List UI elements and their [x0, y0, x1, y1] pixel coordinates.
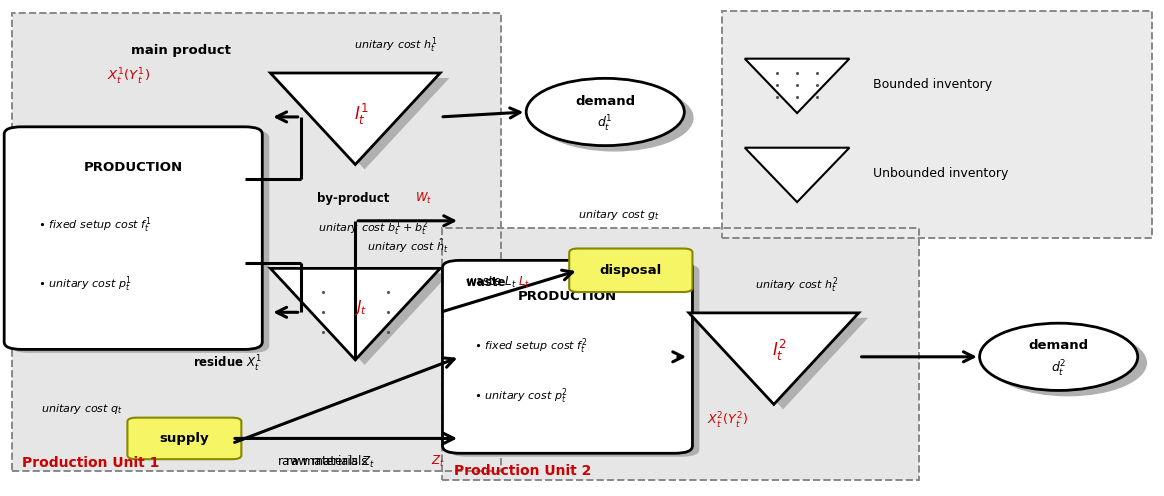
Circle shape — [526, 78, 684, 146]
Polygon shape — [745, 148, 850, 202]
Text: by-product: by-product — [317, 192, 393, 205]
Text: $X_t^1(Y_t^1)$: $X_t^1(Y_t^1)$ — [107, 67, 150, 87]
Text: $\bullet$ fixed setup cost $f_t^2$: $\bullet$ fixed setup cost $f_t^2$ — [474, 336, 588, 356]
Text: Bounded inventory: Bounded inventory — [873, 78, 992, 91]
Polygon shape — [689, 313, 859, 404]
Text: Production Unit 2: Production Unit 2 — [454, 464, 591, 478]
Text: $J_t$: $J_t$ — [354, 298, 368, 317]
Text: disposal: disposal — [599, 264, 662, 277]
Text: $d_t^2$: $d_t^2$ — [1051, 359, 1066, 379]
Text: main product: main product — [132, 44, 230, 57]
Text: supply: supply — [159, 432, 210, 445]
Text: PRODUCTION: PRODUCTION — [84, 161, 183, 174]
FancyBboxPatch shape — [127, 418, 241, 459]
Text: PRODUCTION: PRODUCTION — [518, 290, 617, 303]
FancyBboxPatch shape — [5, 127, 262, 349]
Polygon shape — [698, 318, 868, 409]
Bar — [13, 13, 501, 471]
Text: unitary cost $h_t^2$: unitary cost $h_t^2$ — [755, 275, 839, 295]
Text: unitary cost $b_t^1 + b_t^2$: unitary cost $b_t^1 + b_t^2$ — [318, 218, 428, 238]
Text: Unbounded inventory: Unbounded inventory — [873, 167, 1008, 181]
Text: demand: demand — [1029, 339, 1088, 353]
Text: demand: demand — [575, 95, 636, 108]
Polygon shape — [270, 73, 440, 165]
Text: $Z_t$: $Z_t$ — [431, 454, 445, 469]
Bar — [442, 228, 920, 481]
Text: raw materials: raw materials — [285, 455, 371, 468]
Bar — [442, 228, 920, 481]
Circle shape — [535, 84, 694, 152]
Text: $X_t^2(Y_t^2)$: $X_t^2(Y_t^2)$ — [707, 411, 747, 431]
Text: $\bullet$ fixed setup cost $f_t^1$: $\bullet$ fixed setup cost $f_t^1$ — [38, 216, 151, 236]
Polygon shape — [279, 273, 449, 365]
Polygon shape — [270, 268, 440, 360]
Polygon shape — [279, 78, 449, 170]
Text: residue $X_t^1$: residue $X_t^1$ — [193, 354, 262, 374]
FancyBboxPatch shape — [449, 264, 700, 457]
Text: unitary cost $g_t$: unitary cost $g_t$ — [579, 208, 660, 222]
FancyBboxPatch shape — [12, 130, 269, 353]
FancyBboxPatch shape — [442, 260, 693, 453]
Bar — [722, 10, 1151, 238]
Text: $I_t^2$: $I_t^2$ — [773, 338, 787, 364]
Bar — [722, 10, 1151, 238]
Text: unitary cost $\hat{h}_t$: unitary cost $\hat{h}_t$ — [367, 236, 448, 255]
Text: waste: waste — [466, 276, 510, 289]
Text: unitary cost $h_t^1$: unitary cost $h_t^1$ — [354, 35, 438, 55]
Text: raw materials $Z_t$: raw materials $Z_t$ — [277, 454, 375, 470]
Text: $L_t$: $L_t$ — [518, 275, 530, 290]
Polygon shape — [745, 59, 850, 113]
Text: waste $L_t$: waste $L_t$ — [466, 275, 517, 290]
FancyBboxPatch shape — [569, 248, 693, 292]
Text: $I_t^1$: $I_t^1$ — [354, 102, 368, 127]
Circle shape — [989, 329, 1147, 396]
Text: $d_t^1$: $d_t^1$ — [597, 114, 613, 134]
Text: $\bullet$ unitary cost $p_t^1$: $\bullet$ unitary cost $p_t^1$ — [38, 274, 132, 294]
Text: Production Unit 1: Production Unit 1 — [22, 456, 159, 470]
Bar — [13, 13, 501, 471]
Circle shape — [980, 323, 1137, 390]
Text: $W_t$: $W_t$ — [414, 191, 432, 206]
Text: $\bullet$ unitary cost $p_t^2$: $\bullet$ unitary cost $p_t^2$ — [474, 386, 568, 406]
Text: unitary cost $q_t$: unitary cost $q_t$ — [41, 402, 123, 416]
